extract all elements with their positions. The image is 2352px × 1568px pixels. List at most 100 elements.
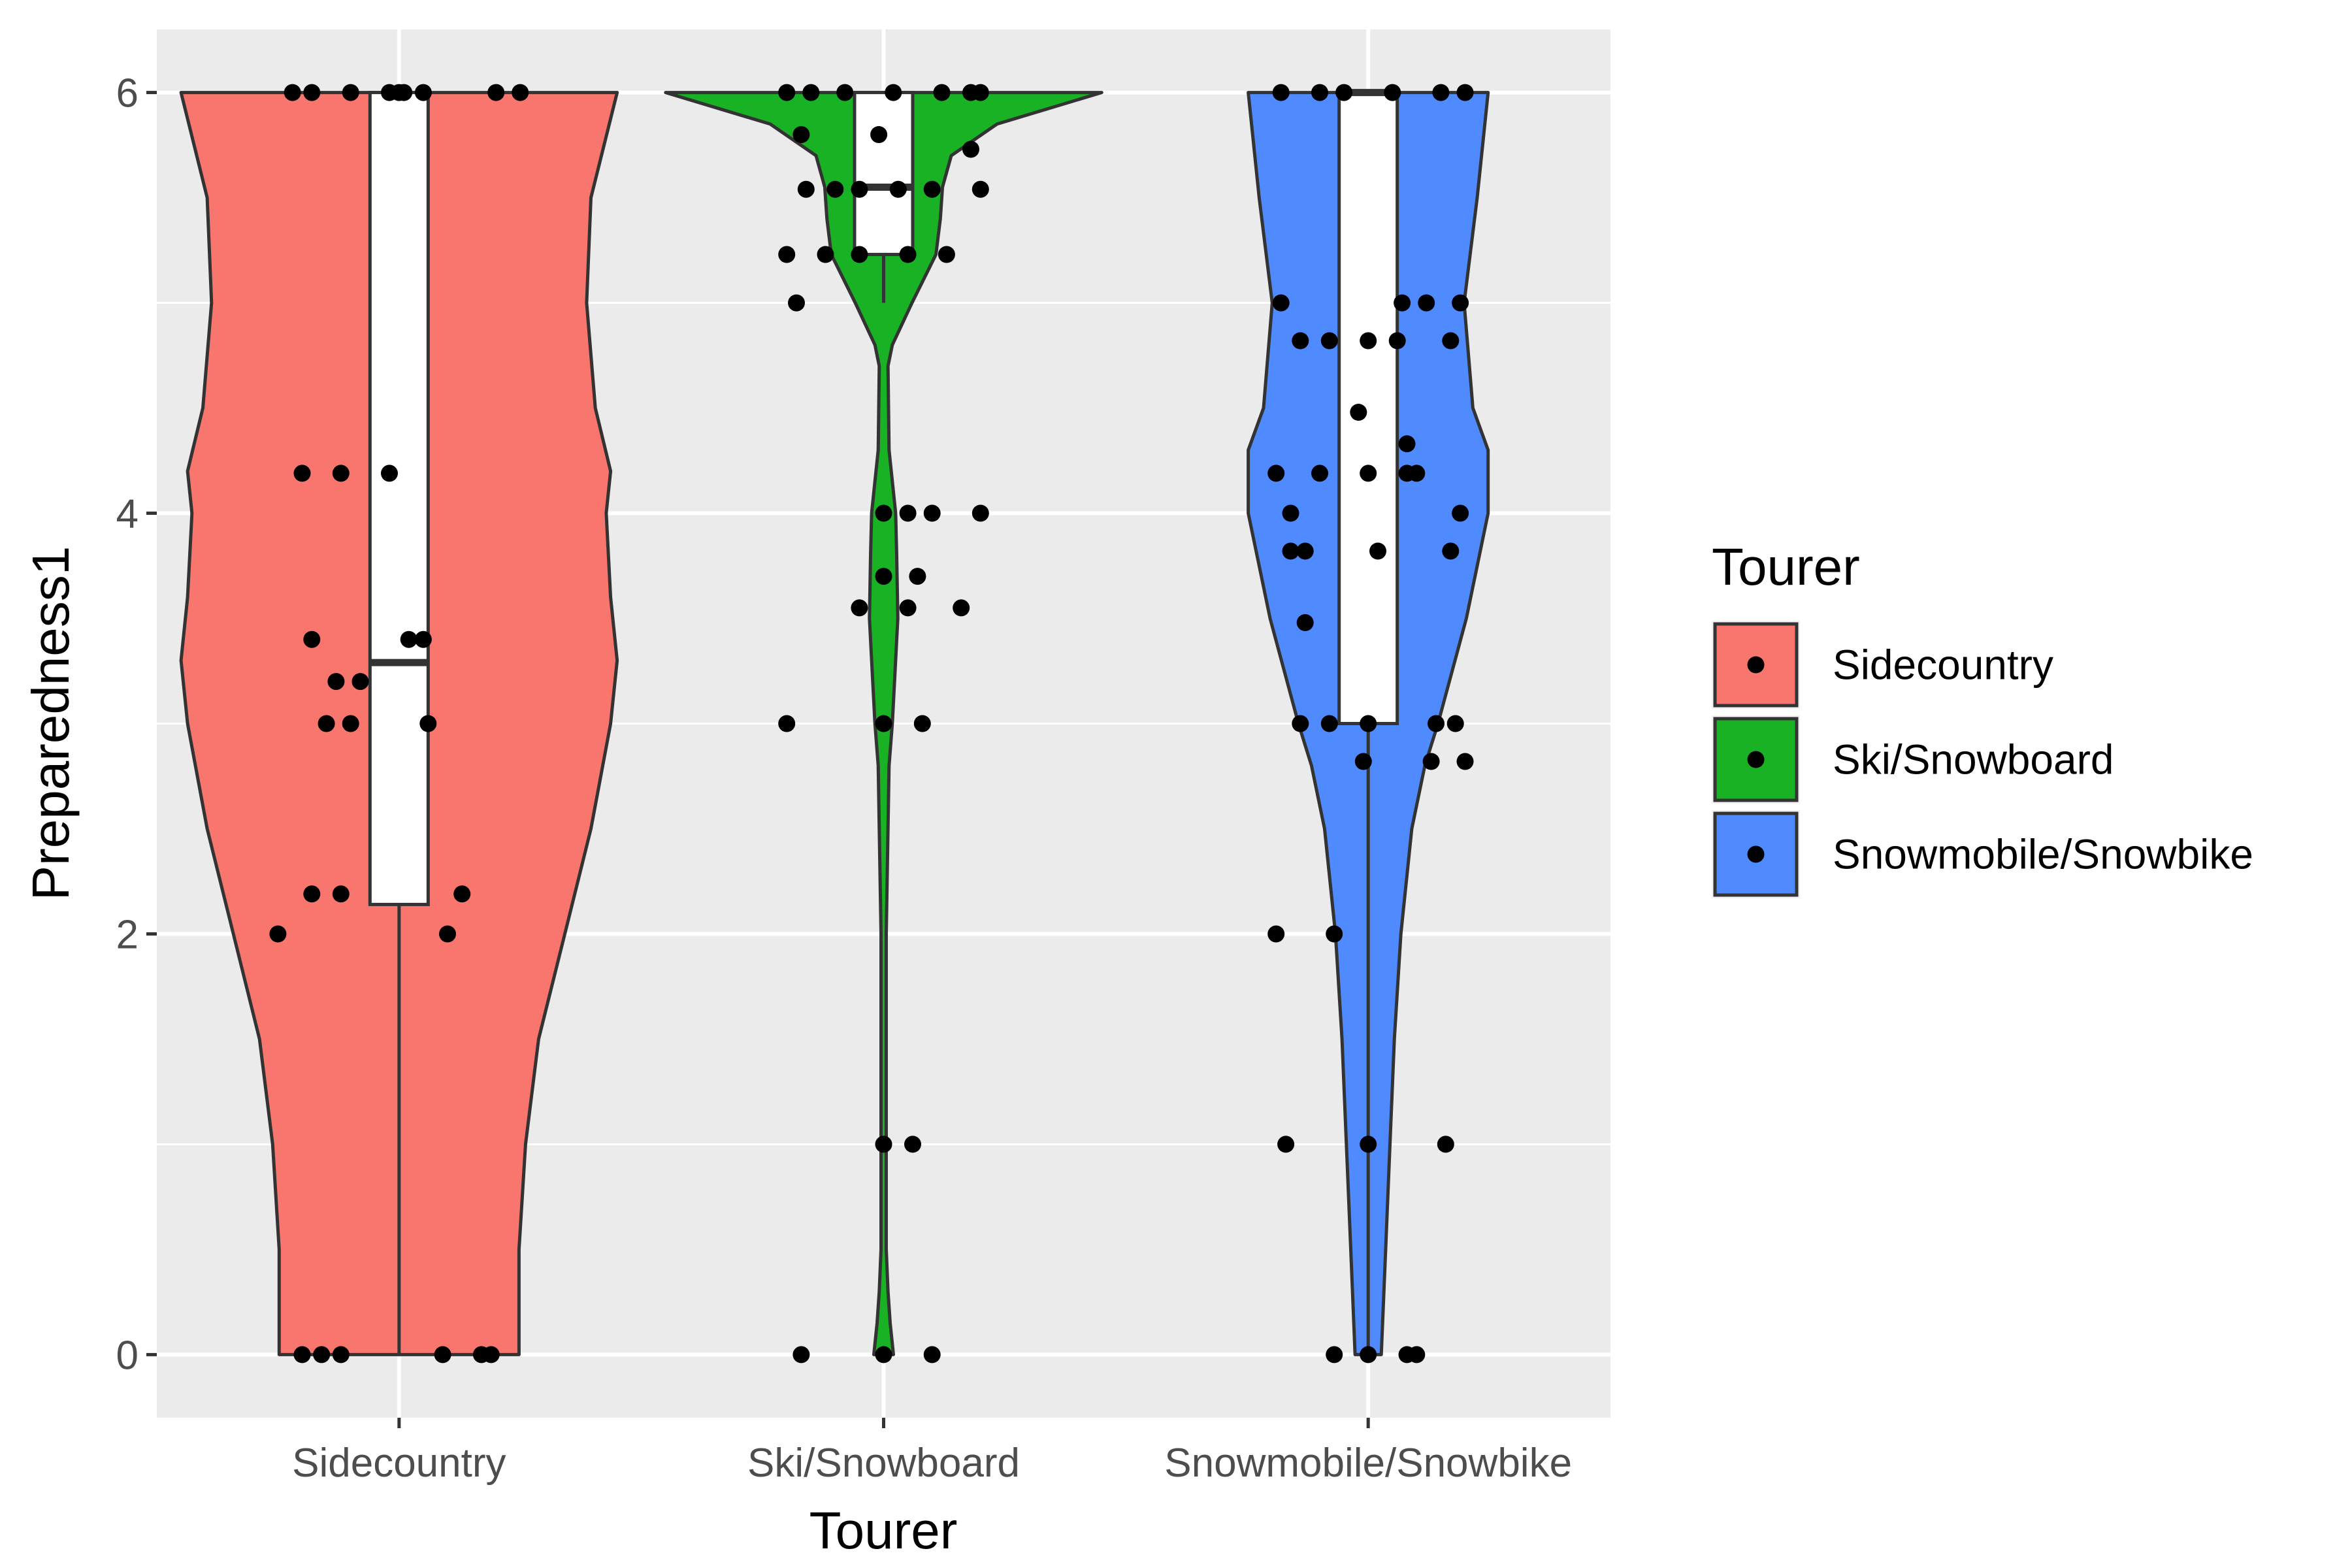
data-point	[284, 84, 301, 101]
data-point	[972, 180, 989, 198]
data-point	[1296, 542, 1314, 560]
data-point	[870, 126, 888, 143]
box-iqr	[1337, 91, 1399, 726]
data-point	[899, 504, 917, 522]
data-point	[1442, 542, 1460, 560]
x-tick-label: Sidecountry	[292, 1441, 506, 1486]
data-point	[482, 1346, 500, 1364]
data-point	[1446, 715, 1464, 732]
data-point	[899, 599, 917, 617]
data-point	[1277, 1135, 1295, 1153]
data-point	[875, 504, 892, 522]
data-point	[395, 84, 413, 101]
data-point	[875, 1346, 892, 1364]
data-point	[1292, 332, 1309, 350]
y-tick-label: 6	[116, 71, 139, 116]
data-point	[342, 84, 359, 101]
legend-label: Ski/Snowboard	[1833, 736, 2114, 783]
data-point	[332, 885, 350, 903]
data-point	[439, 925, 456, 943]
data-point	[1311, 465, 1328, 482]
data-point	[303, 885, 321, 903]
data-point	[1384, 84, 1401, 101]
data-point	[1267, 465, 1285, 482]
data-point	[904, 1135, 921, 1153]
data-point	[953, 599, 970, 617]
data-point	[817, 246, 834, 263]
data-point	[1437, 1135, 1454, 1153]
data-point	[1320, 715, 1338, 732]
data-point	[1282, 542, 1299, 560]
data-point	[778, 84, 796, 101]
data-point	[381, 84, 398, 101]
y-axis: 0 2 4 6	[116, 71, 157, 1378]
data-point	[797, 180, 815, 198]
y-tick-label: 0	[116, 1333, 139, 1378]
data-point	[1456, 753, 1474, 770]
data-point	[826, 180, 844, 198]
data-point	[851, 599, 868, 617]
data-point	[1282, 504, 1299, 522]
data-point	[332, 465, 350, 482]
data-point	[1326, 925, 1343, 943]
data-point	[1326, 1346, 1343, 1364]
data-point	[792, 126, 810, 143]
data-point	[1360, 715, 1377, 732]
data-point	[851, 246, 868, 263]
data-point	[1311, 84, 1328, 101]
data-point	[1369, 542, 1386, 560]
data-point	[269, 925, 287, 943]
data-point	[414, 84, 432, 101]
data-point	[327, 673, 345, 691]
y-tick-label: 4	[116, 492, 139, 537]
data-point	[313, 1346, 331, 1364]
data-point	[1456, 84, 1474, 101]
data-point	[875, 715, 892, 732]
data-point	[512, 84, 529, 101]
data-point	[1320, 332, 1338, 350]
data-point	[972, 84, 989, 101]
data-point	[434, 1346, 451, 1364]
legend-label: Snowmobile/Snowbike	[1833, 831, 2253, 878]
data-point	[899, 246, 917, 263]
data-point	[1292, 715, 1309, 732]
data-point	[1408, 465, 1426, 482]
data-point	[487, 84, 505, 101]
legend-title: Tourer	[1712, 538, 1860, 596]
data-point	[414, 630, 432, 648]
data-point	[318, 715, 335, 732]
data-point	[1360, 465, 1377, 482]
data-point	[1296, 614, 1314, 631]
data-point	[1360, 1135, 1377, 1153]
data-point	[400, 630, 417, 648]
box-iqr	[853, 91, 915, 257]
data-point	[909, 568, 926, 585]
data-point	[1442, 332, 1460, 350]
data-point	[802, 84, 820, 101]
legend-item: Snowmobile/Snowbike	[1712, 810, 2253, 898]
data-point	[1272, 294, 1290, 312]
data-point	[1360, 1346, 1377, 1364]
data-point	[1432, 84, 1450, 101]
data-point	[351, 673, 369, 691]
data-point	[419, 715, 437, 732]
data-point	[1350, 404, 1367, 421]
data-point	[875, 1135, 892, 1153]
data-point	[933, 84, 951, 101]
data-point	[1335, 84, 1353, 101]
data-point	[1408, 1346, 1426, 1364]
data-point	[778, 715, 796, 732]
x-axis-title: Tourer	[809, 1501, 958, 1560]
data-point	[778, 246, 796, 263]
data-point	[851, 180, 868, 198]
data-point	[1398, 435, 1416, 453]
x-tick-label: Ski/Snowboard	[747, 1441, 1020, 1486]
legend-key-point	[1747, 751, 1765, 768]
data-point	[1418, 294, 1435, 312]
data-point	[923, 504, 941, 522]
y-tick-label: 2	[116, 912, 139, 957]
data-point	[889, 180, 907, 198]
data-point	[1360, 332, 1377, 350]
data-point	[1354, 753, 1372, 770]
